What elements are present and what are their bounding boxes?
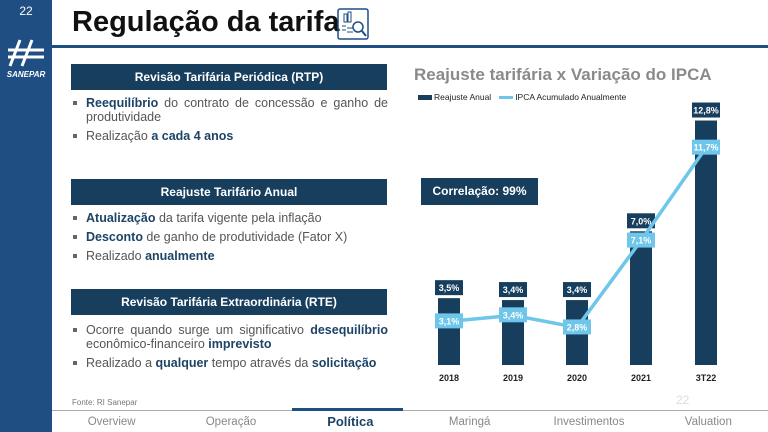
line-label: 11,7% <box>693 143 718 153</box>
text: Realização <box>86 129 152 143</box>
text: econômico-financeiro <box>86 337 209 351</box>
x-tick-label: 2020 <box>567 373 587 383</box>
text: Ocorre quando surge um significativo <box>86 323 311 337</box>
bold-text: desequilíbrio <box>310 323 388 337</box>
nav-tab-investimentos[interactable]: Investimentos <box>553 416 625 428</box>
section-header: Reajuste Tarifário Anual <box>71 179 387 205</box>
sanepar-logo <box>8 39 44 67</box>
bullet-item: Realização a cada 4 anos <box>72 129 388 143</box>
nav-tab-política[interactable]: Política <box>327 414 374 429</box>
bold-text: solicitação <box>311 356 377 370</box>
sidebar: 22 SANEPAR <box>0 0 52 432</box>
text: de ganho de produtividade (Fator X) <box>142 230 348 244</box>
bullet-list: Reequilíbrio do contrato de concessão e … <box>72 96 388 148</box>
legend-ipca: IPCA Acumulado Anualmente <box>499 92 626 102</box>
line-label: 3,4% <box>503 310 524 320</box>
bar-label-bg <box>435 280 463 296</box>
x-tick-label: 3T22 <box>696 373 717 383</box>
page-title: Regulação da tarifa <box>72 6 340 38</box>
bar-label: 3,4% <box>503 285 524 295</box>
line-label: 2,8% <box>567 322 588 332</box>
text: tempo através da <box>208 356 312 370</box>
line-label-bg <box>563 319 591 335</box>
line-label: 7,1% <box>631 236 652 246</box>
tariff-document-icon <box>337 8 369 40</box>
page-number: 22 <box>19 4 33 18</box>
bar-label: 3,5% <box>439 283 460 293</box>
section-nav: Overview Operação Política Maringá Investime… <box>52 412 768 432</box>
source-note: Fonte: RI Sanepar <box>72 398 138 407</box>
line-label-bg <box>692 139 720 155</box>
bullet-item: Ocorre quando surge um significativo des… <box>72 323 388 351</box>
chart-legend: Reajuste Anual IPCA Acumulado Anualmente <box>418 92 626 102</box>
section-header: Revisão Tarifária Extraordinária (RTE) <box>71 289 387 315</box>
bullet-item: Realizado a qualquer tempo através da so… <box>72 356 388 370</box>
nav-tab-operação[interactable]: Operação <box>205 416 257 428</box>
bar-label-bg <box>499 282 527 298</box>
bullet-item: Reequilíbrio do contrato de concessão e … <box>72 96 388 124</box>
bold-text: qualquer <box>155 356 209 370</box>
bullet-item: Atualização da tarifa vigente pela infla… <box>72 211 388 225</box>
bar-label: 7,0% <box>631 216 652 226</box>
legend-reajuste: Reajuste Anual <box>418 92 491 102</box>
bullet-item: Desconto de ganho de produtividade (Fato… <box>72 230 388 244</box>
correlation-box: Correlação: 99% <box>421 178 538 205</box>
nav-divider <box>52 410 768 411</box>
nav-active-indicator <box>292 408 403 411</box>
text: Realizado a <box>86 356 156 370</box>
bar-label: 3,4% <box>567 285 588 295</box>
bar-2021 <box>630 231 652 365</box>
footer-page-number: 22 <box>676 393 690 407</box>
bold-text: Desconto <box>86 230 143 244</box>
x-tick-label: 2019 <box>503 373 523 383</box>
nav-tab-overview[interactable]: Overview <box>87 416 136 428</box>
line-label-bg <box>499 307 527 323</box>
bold-text: a cada 4 anos <box>151 129 234 143</box>
bar-label-bg <box>627 213 655 229</box>
bar-label: 12,8% <box>693 106 719 116</box>
bar-2018 <box>438 298 460 365</box>
line-label-bg <box>627 232 655 248</box>
bar-3T22 <box>695 120 717 365</box>
bold-text: anualmente <box>145 249 215 263</box>
bold-text: Atualização <box>86 211 156 225</box>
bar-label-bg <box>692 102 720 118</box>
bullet-list: Atualização da tarifa vigente pela infla… <box>72 211 388 268</box>
bullet-item: Realizado anualmente <box>72 249 388 263</box>
bold-text: imprevisto <box>208 337 272 351</box>
bold-text: Reequilíbrio <box>86 96 159 110</box>
title-rule <box>52 45 768 48</box>
text: Realizado <box>86 249 146 263</box>
chart: 3,5% 2018 3,4% 2019 3,4% 2020 7,0% 2021 12,8% 3T2… <box>435 102 720 383</box>
line-label-bg <box>435 313 463 329</box>
line-label: 3,1% <box>439 316 460 326</box>
bullet-list: Ocorre quando surge um significativo des… <box>72 323 388 375</box>
nav-tab-valuation[interactable]: Valuation <box>684 416 732 428</box>
chart-title: Reajuste tarifária x Variação do IPCA <box>414 65 712 84</box>
text: do contrato de concessão e ganho de prod… <box>86 96 388 124</box>
logo-text: SANEPAR <box>6 70 46 79</box>
x-tick-label: 2018 <box>439 373 459 383</box>
text: da tarifa vigente pela inflação <box>155 211 322 225</box>
nav-tab-maringá[interactable]: Maringá <box>448 416 491 428</box>
x-tick-label: 2021 <box>631 373 651 383</box>
bar-label-bg <box>563 282 591 298</box>
section-header: Revisão Tarifária Periódica (RTP) <box>71 64 387 90</box>
